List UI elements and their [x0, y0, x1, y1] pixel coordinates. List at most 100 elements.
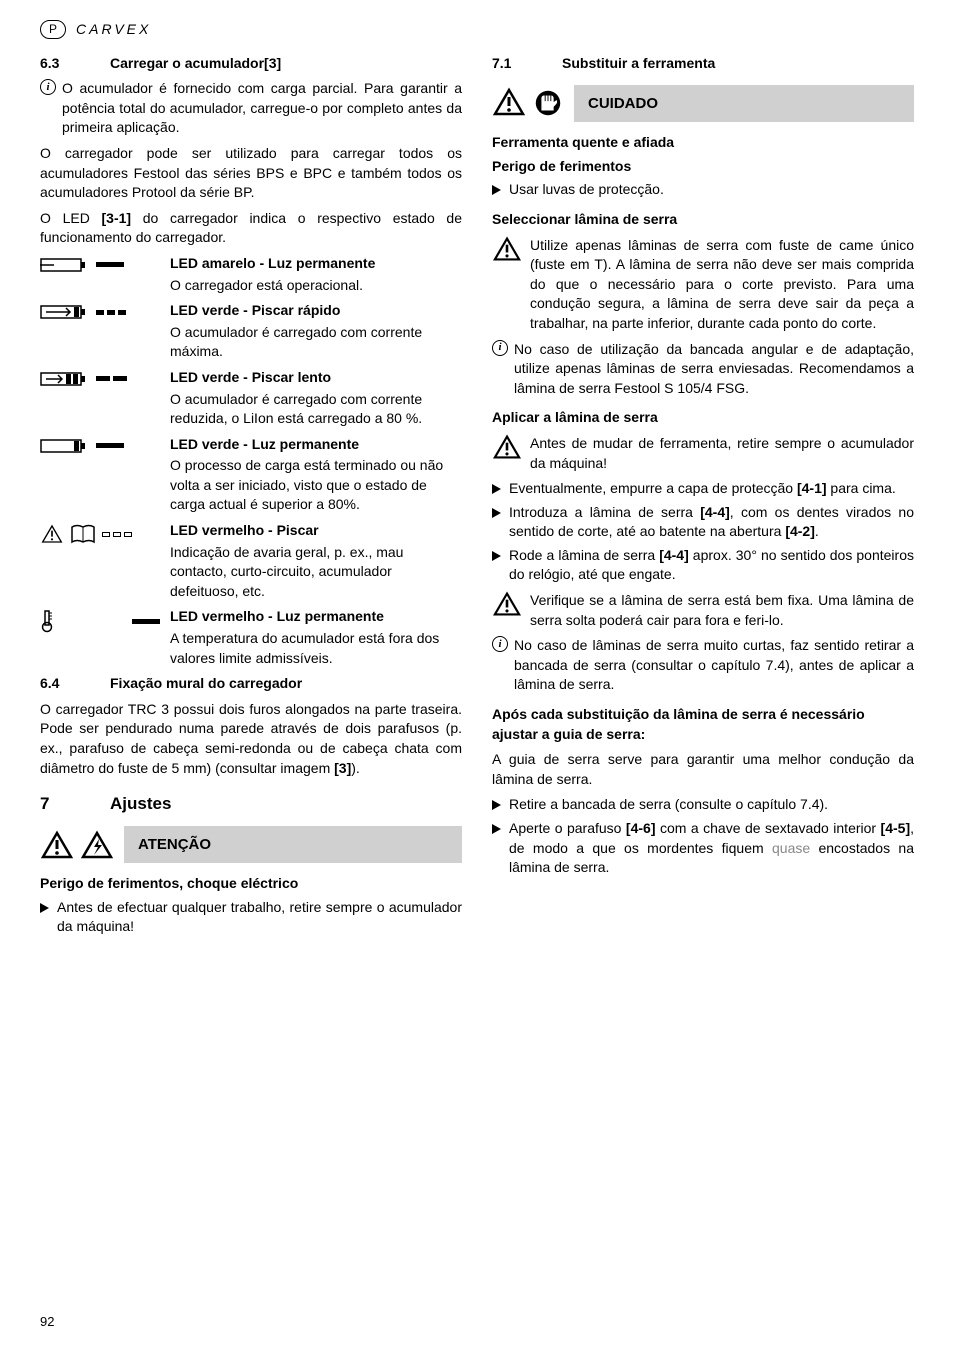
led-status-row: LED vermelho - Luz permanente A temperat… — [40, 607, 462, 668]
bullet-arrow-icon — [492, 185, 501, 195]
bullet-arrow-icon — [492, 484, 501, 494]
bullet-arrow-icon — [492, 800, 501, 810]
bullet-item: Eventualmente, empurre a capa de protecç… — [492, 479, 914, 499]
bullet-item: Introduza a lâmina de serra [4-4], com o… — [492, 503, 914, 542]
led-title: LED verde - Luz permanente — [170, 435, 462, 455]
warning-triangle-icon — [492, 236, 522, 262]
led-status-row: LED vermelho - Piscar Indicação de avari… — [40, 521, 462, 601]
bullet-arrow-icon — [492, 824, 501, 834]
warning-triangle-icon — [492, 87, 526, 117]
led-icon-green-fast — [40, 301, 160, 321]
page-number: 92 — [40, 1313, 54, 1331]
chapter-7-heading: 7 Ajustes — [40, 792, 462, 816]
led-status-row: LED verde - Piscar lento O acumulador é … — [40, 368, 462, 429]
info-icon: i — [492, 636, 508, 652]
warning-label: ATENÇÃO — [124, 826, 462, 863]
section-number: 6.4 — [40, 674, 80, 694]
subsection-heading: Seleccionar lâmina de serra — [492, 210, 914, 230]
bullet-text: Rode a lâmina de serra [4-4] aprox. 30° … — [509, 546, 914, 585]
warning-heading: Perigo de ferimentos — [492, 157, 914, 177]
led-description: O acumulador é carregado com corrente re… — [170, 390, 462, 429]
language-badge: P — [40, 20, 66, 39]
info-paragraph: i O acumulador é fornecido com carga par… — [40, 79, 462, 138]
section-6-3-heading: 6.3 Carregar o acumulador[3] — [40, 54, 462, 74]
bullet-text: Introduza a lâmina de serra [4-4], com o… — [509, 503, 914, 542]
warning-triangle-icon — [492, 591, 522, 617]
glove-icon — [532, 87, 564, 119]
bullet-item: Retire a bancada de serra (consulte o ca… — [492, 795, 914, 815]
bullet-item: Aperte o parafuso [4-6] com a chave de s… — [492, 819, 914, 878]
led-icon-green-solid — [40, 435, 160, 455]
paragraph: O carregador TRC 3 possui dois furos alo… — [40, 700, 462, 778]
warning-text: Antes de mudar de ferramenta, retire sem… — [530, 434, 914, 473]
led-title: LED verde - Piscar lento — [170, 368, 462, 388]
left-column: 6.3 Carregar o acumulador[3] i O acumula… — [40, 48, 462, 941]
dash-icon — [96, 443, 124, 448]
warning-box-cuidado: CUIDADO — [492, 83, 914, 123]
dash-icon — [132, 619, 160, 624]
info-icon: i — [492, 340, 508, 356]
led-icon-red-blink — [40, 521, 160, 545]
led-icon-yellow-solid — [40, 254, 160, 274]
led-title: LED vermelho - Piscar — [170, 521, 462, 541]
section-number: 6.3 — [40, 54, 80, 74]
paragraph: A guia de serra serve para garantir uma … — [492, 750, 914, 789]
info-icon: i — [40, 79, 56, 95]
led-icon-green-slow — [40, 368, 160, 388]
chapter-number: 7 — [40, 792, 80, 816]
warning-text: Verifique se a lâmina de serra está bem … — [530, 591, 914, 630]
led-description: O carregador está operacional. — [170, 276, 462, 296]
led-title: LED verde - Piscar rápido — [170, 301, 462, 321]
led-description: A temperatura do acumulador está fora do… — [170, 629, 462, 668]
bullet-item: Rode a lâmina de serra [4-4] aprox. 30° … — [492, 546, 914, 585]
section-title: Substituir a ferramenta — [562, 54, 715, 74]
warning-text: Utilize apenas lâminas de serra com fust… — [530, 236, 914, 334]
bullet-text: Usar luvas de protecção. — [509, 180, 914, 200]
bullet-item: Antes de efectuar qualquer trabalho, ret… — [40, 898, 462, 937]
inline-warning: Verifique se a lâmina de serra está bem … — [492, 591, 914, 630]
section-6-4-heading: 6.4 Fixação mural do carregador — [40, 674, 462, 694]
info-paragraph: i No caso de utilização da bancada angul… — [492, 340, 914, 399]
led-status-row: LED amarelo - Luz permanente O carregado… — [40, 254, 462, 295]
bullet-text: Antes de efectuar qualquer trabalho, ret… — [57, 898, 462, 937]
bullet-text: Retire a bancada de serra (consulte o ca… — [509, 795, 914, 815]
bullet-text: Aperte o parafuso [4-6] com a chave de s… — [509, 819, 914, 878]
warning-label: CUIDADO — [574, 85, 914, 122]
led-description: Indicação de avaria geral, p. ex., mau c… — [170, 543, 462, 602]
content-columns: 6.3 Carregar o acumulador[3] i O acumula… — [40, 48, 914, 941]
info-text: No caso de utilização da bancada angular… — [514, 340, 914, 399]
led-title: LED vermelho - Luz permanente — [170, 607, 462, 627]
warning-triangle-icon — [40, 830, 74, 860]
section-number: 7.1 — [492, 54, 532, 74]
bullet-item: Usar luvas de protecção. — [492, 180, 914, 200]
info-text: O acumulador é fornecido com carga parci… — [62, 79, 462, 138]
page-header: P CARVEX — [40, 20, 914, 40]
section-title: Carregar o acumulador[3] — [110, 54, 281, 74]
subsection-heading: Aplicar a lâmina de serra — [492, 408, 914, 428]
inline-warning: Antes de mudar de ferramenta, retire sem… — [492, 434, 914, 473]
led-description: O processo de carga está terminado ou nã… — [170, 456, 462, 515]
bullet-text: Eventualmente, empurre a capa de protecç… — [509, 479, 914, 499]
led-description: O acumulador é carregado com corrente má… — [170, 323, 462, 362]
bullet-arrow-icon — [492, 508, 501, 518]
inline-warning: Utilize apenas lâminas de serra com fust… — [492, 236, 914, 334]
bullet-arrow-icon — [492, 551, 501, 561]
section-7-1-heading: 7.1 Substituir a ferramenta — [492, 54, 914, 74]
section-title: Fixação mural do carregador — [110, 674, 302, 694]
brand-name: CARVEX — [76, 20, 151, 40]
led-status-row: LED verde - Luz permanente O processo de… — [40, 435, 462, 515]
led-icon-red-solid — [40, 607, 160, 633]
bullet-arrow-icon — [40, 903, 49, 913]
info-paragraph: i No caso de lâminas de serra muito curt… — [492, 636, 914, 695]
warning-heading: Perigo de ferimentos, choque eléctrico — [40, 874, 462, 894]
right-column: 7.1 Substituir a ferramenta CUIDADO Ferr… — [492, 48, 914, 941]
subsection-heading: Após cada substituição da lâmina de serr… — [492, 705, 914, 744]
electric-hazard-icon — [80, 830, 114, 860]
led-status-row: LED verde - Piscar rápido O acumulador é… — [40, 301, 462, 362]
paragraph: O carregador pode ser utilizado para car… — [40, 144, 462, 203]
warning-box-atencao: ATENÇÃO — [40, 826, 462, 864]
warning-triangle-icon — [492, 434, 522, 460]
dash-icon — [96, 262, 124, 267]
paragraph: O LED [3-1] do carregador indica o respe… — [40, 209, 462, 248]
chapter-title: Ajustes — [110, 792, 171, 816]
